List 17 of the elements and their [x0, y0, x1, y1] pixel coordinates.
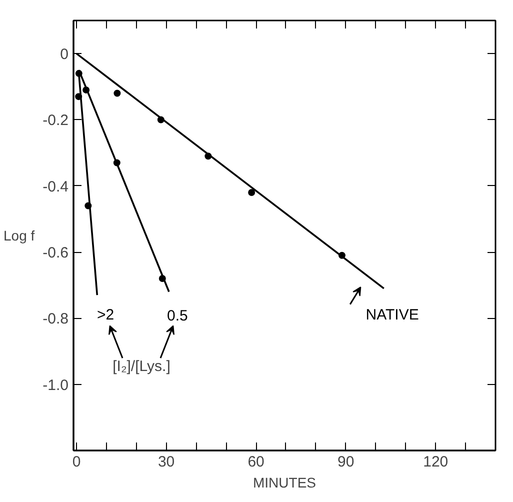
- y-axis-title: Log f: [4, 228, 35, 244]
- legend-label: NATIVE: [366, 306, 419, 324]
- x-tick-label: 30: [158, 454, 175, 470]
- y-tick-label: -0.2: [42, 112, 69, 130]
- series-label: 0.5: [166, 308, 188, 325]
- series-label: >2: [97, 306, 114, 324]
- y-tick-label: -0.6: [42, 244, 69, 262]
- x-tick-label: 60: [248, 454, 264, 470]
- y-tick-label: 0: [60, 46, 68, 64]
- x-tick-label: 120: [423, 454, 448, 470]
- y-tick-label: -0.4: [42, 178, 69, 196]
- x-tick-label: 90: [338, 454, 354, 470]
- y-tick-label: -0.8: [42, 310, 69, 328]
- y-tick-label: -1.0: [42, 376, 69, 394]
- x-tick-label: 0: [72, 454, 81, 470]
- x-axis-title: MINUTES: [253, 474, 316, 490]
- annotation: [I₂]/[Lys.]: [112, 358, 170, 376]
